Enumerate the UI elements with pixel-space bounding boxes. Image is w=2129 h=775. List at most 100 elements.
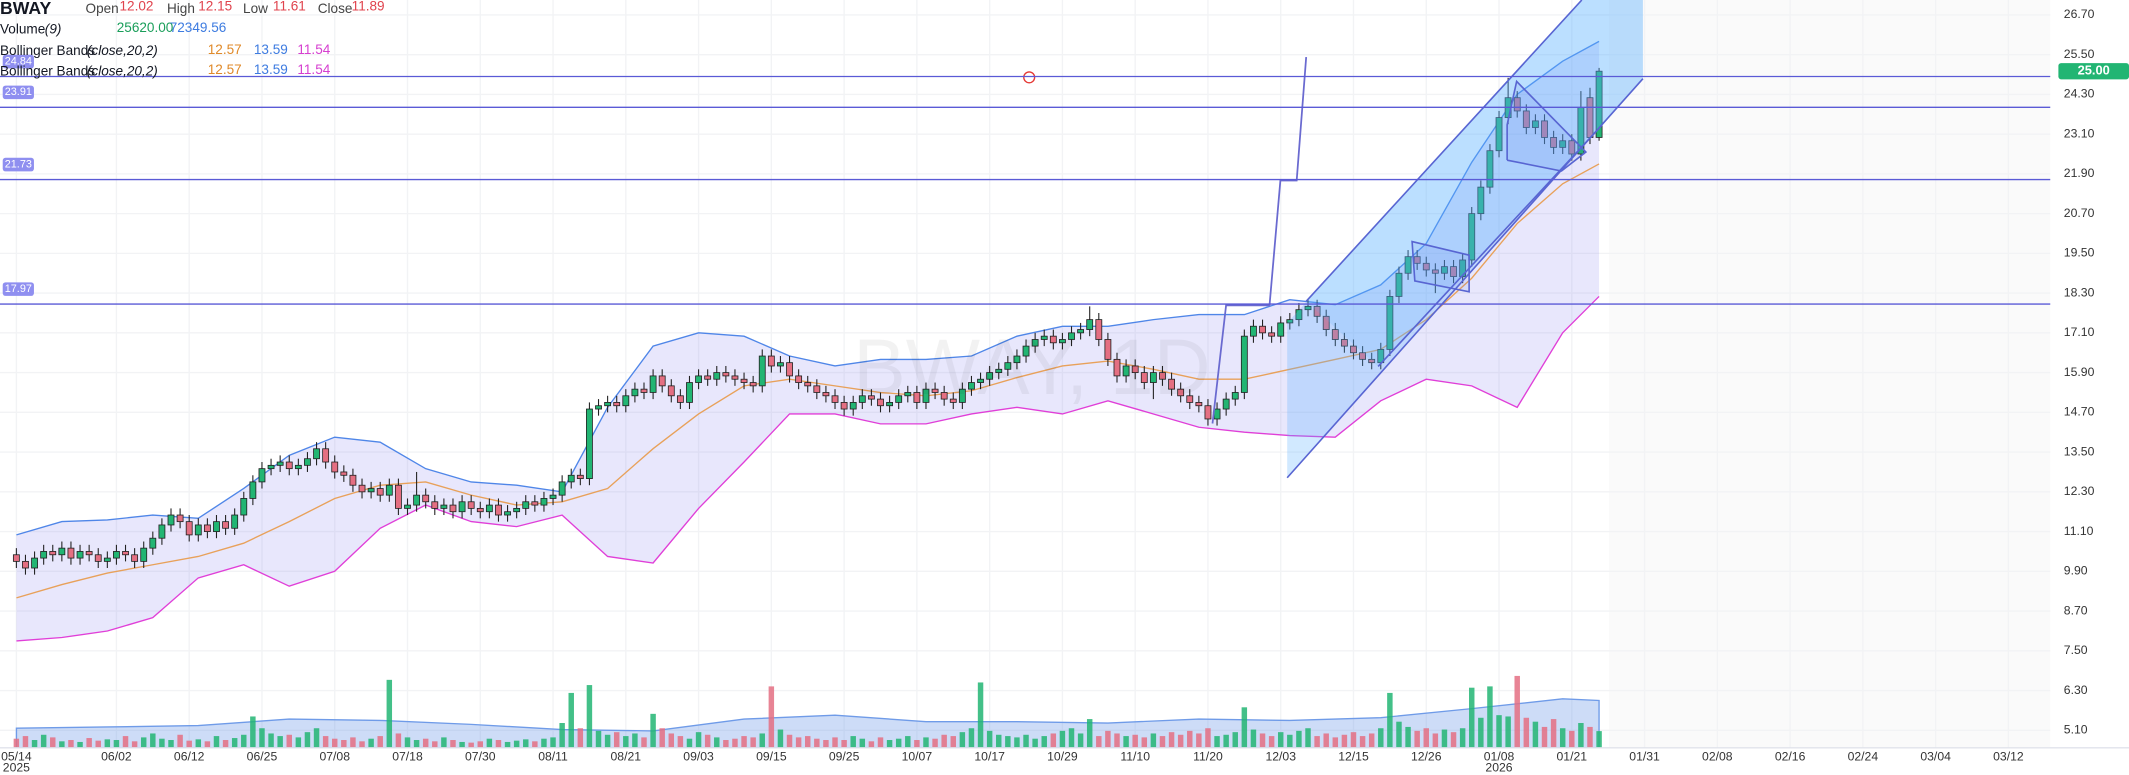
symbol: BWAY (0, 0, 52, 18)
volume-ma-area (15, 698, 1600, 749)
candle-body (877, 398, 884, 407)
level-label-box (2, 54, 34, 69)
volume-bar (1296, 730, 1302, 748)
level-label: 24.84 (5, 55, 32, 67)
x-tick-label: 07/30 (465, 750, 496, 764)
candle-body (1595, 70, 1603, 138)
candle-body (1359, 352, 1366, 360)
volume-bar (332, 738, 338, 748)
volume-bar (1177, 734, 1184, 748)
candle-body (267, 464, 275, 470)
volume-bar (40, 734, 47, 748)
candle-body (340, 471, 348, 476)
volume-bar (1123, 736, 1129, 748)
candle-body (1286, 319, 1294, 324)
candle-body (1495, 117, 1503, 152)
x-tick-label: 02/24 (1848, 750, 1879, 764)
volume-bar (1196, 733, 1202, 748)
y-tick-label: 12.30 (2064, 484, 2095, 498)
candle-body (831, 395, 839, 403)
candle-body (358, 484, 366, 493)
volume-bar (1014, 737, 1020, 748)
candle-body (740, 378, 748, 383)
volume-bar (1332, 737, 1339, 748)
level-label-box (2, 282, 34, 296)
volume-bar (823, 740, 829, 748)
volume-bar (795, 737, 802, 748)
candle-body (103, 557, 111, 562)
candle-body (822, 392, 830, 397)
candle-body (213, 521, 220, 532)
x-tick-label: 09/25 (829, 750, 860, 764)
candle-body (604, 402, 612, 407)
candle-body (1168, 378, 1175, 390)
indicator-name: Volume (0, 21, 45, 36)
x-tick-label: 01/21 (1557, 750, 1588, 764)
volume-bar (968, 728, 975, 748)
candle-body (813, 385, 821, 393)
y-tick-label: 13.50 (2064, 444, 2095, 458)
volume-bar (150, 733, 156, 748)
candle-body (1240, 335, 1248, 393)
marker-circle (1023, 71, 1036, 84)
indicator-params: (close,20,2) (87, 64, 158, 79)
volume-bar (877, 737, 884, 748)
x-tick-label: 02/16 (1775, 750, 1806, 764)
ohlc-value: 11.61 (273, 0, 306, 13)
volume-bar (104, 739, 111, 748)
volume-bar (559, 723, 565, 748)
volume-bar (204, 741, 211, 748)
y-tick-label: 25.50 (2064, 47, 2095, 61)
candle-body (222, 521, 229, 529)
candle-body (695, 375, 702, 383)
candle-body (1231, 392, 1239, 400)
volume-bar (432, 741, 438, 748)
candle-body (31, 557, 38, 569)
indicator-value: 11.54 (297, 62, 330, 77)
x-tick-label: 10/07 (902, 750, 933, 764)
indicator-value: 13.59 (254, 42, 288, 57)
volume-bar (140, 737, 147, 748)
candle-body (1322, 315, 1330, 330)
x-tick-label: 01/31 (1629, 750, 1660, 764)
volume-bar (550, 737, 556, 748)
volume-bar (1523, 717, 1530, 748)
volume-bar (50, 737, 56, 748)
candle-body (1213, 408, 1221, 420)
x-tick-label: 10/17 (974, 750, 1005, 764)
candle-body (940, 392, 948, 400)
candle-body (531, 501, 539, 506)
candle-body (649, 375, 657, 393)
volume-bar (695, 732, 702, 748)
x-tick-label: 09/15 (756, 750, 787, 764)
volume-bar (1414, 730, 1420, 748)
candle-body (922, 388, 930, 403)
candle-body (1086, 319, 1094, 330)
volume-bar (1578, 723, 1584, 748)
bollinger-upper (16, 40, 1600, 536)
channel-line (1305, 0, 1583, 302)
candle-body (576, 474, 584, 479)
volume-bar (1114, 733, 1120, 748)
candle-body (904, 392, 912, 397)
volume-bar (1368, 733, 1375, 748)
volume-bar (704, 734, 711, 748)
candle-body (1104, 339, 1112, 360)
volume-bar (668, 733, 675, 748)
volume-bar (277, 736, 283, 748)
candle-body (858, 395, 866, 403)
y-tick-label: 7.50 (2064, 643, 2088, 657)
x-tick-label: 12/26 (1411, 750, 1442, 764)
volume-bar (923, 737, 929, 748)
volume-bar (95, 740, 101, 748)
candle-body (476, 507, 484, 513)
watermark: BWAY, 1D (853, 323, 1210, 411)
ohlc-value: 11.89 (352, 0, 385, 13)
volume-bar (1496, 715, 1502, 748)
volume-bar (1569, 730, 1575, 748)
level-label: 23.91 (5, 86, 32, 98)
volume-bar (441, 737, 447, 748)
volume-bar (1150, 733, 1157, 748)
volume-bar (459, 741, 465, 748)
